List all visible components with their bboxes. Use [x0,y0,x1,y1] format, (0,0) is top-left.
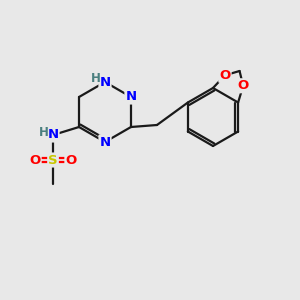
Text: O: O [29,154,40,166]
Text: N: N [47,128,58,142]
Text: N: N [99,76,111,88]
Text: N: N [99,136,111,148]
Text: S: S [48,154,58,166]
Text: O: O [65,154,76,166]
Text: N: N [125,91,136,103]
Text: O: O [219,69,231,82]
Text: H: H [39,127,49,140]
Text: H: H [91,73,101,85]
Text: O: O [238,79,249,92]
